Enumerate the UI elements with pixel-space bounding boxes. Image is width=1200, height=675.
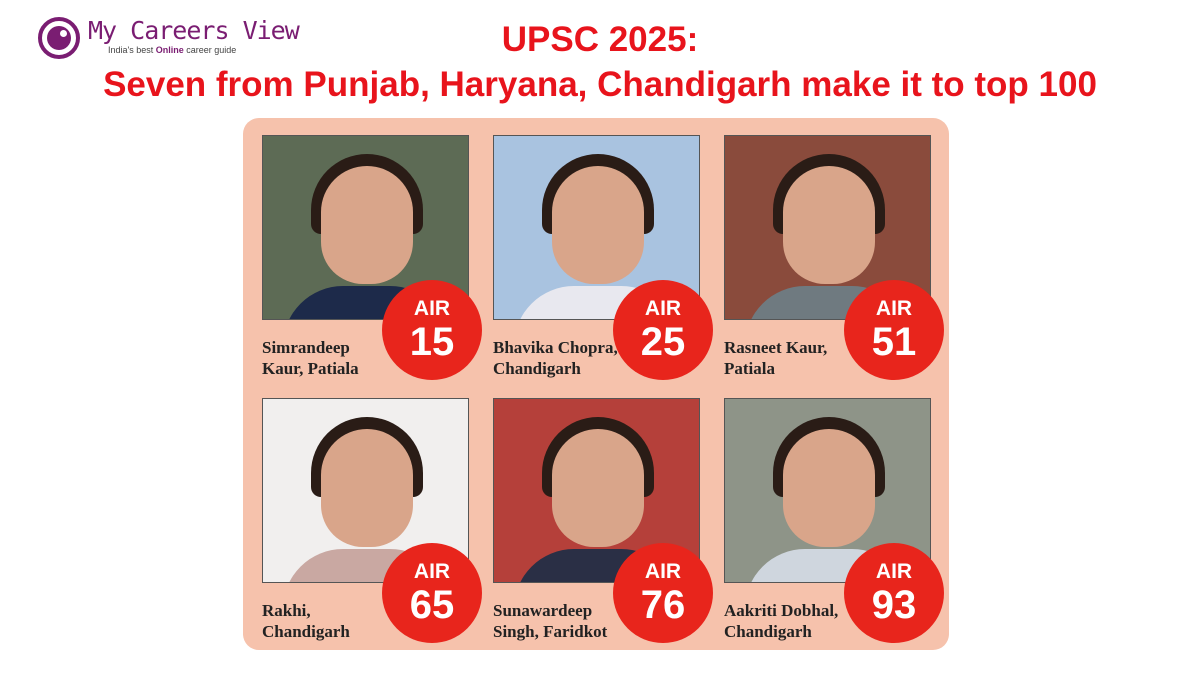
topper-name: Rasneet Kaur, Patiala xyxy=(724,338,828,378)
topper-card: Sunawardeep Singh, Faridkot AIR 76 xyxy=(493,398,713,643)
headline-line-2: Seven from Punjab, Haryana, Chandigarh m… xyxy=(103,65,1097,104)
topper-photo xyxy=(724,135,931,320)
logo-name: My Careers View xyxy=(88,16,300,45)
topper-name: Sunawardeep Singh, Faridkot xyxy=(493,601,608,641)
headline-line-1: UPSC 2025: xyxy=(501,20,699,59)
air-rank-badge: AIR 76 xyxy=(613,543,713,643)
topper-card: Aakriti Dobhal, Chandigarh AIR 93 xyxy=(724,398,944,643)
logo: My Careers View India's best Online care… xyxy=(38,16,300,59)
logo-tagline: India's best Online career guide xyxy=(108,45,237,55)
topper-card: Simrandeep Kaur, Patiala AIR 15 xyxy=(262,135,482,380)
air-rank-badge: AIR 93 xyxy=(844,543,944,643)
eye-logo-icon xyxy=(38,17,80,59)
topper-card: Bhavika Chopra, Chandigarh AIR 25 xyxy=(493,135,713,380)
topper-name: Simrandeep Kaur, Patiala xyxy=(262,338,359,378)
air-rank-badge: AIR 25 xyxy=(613,280,713,380)
topper-card: Rasneet Kaur, Patiala AIR 51 xyxy=(724,135,944,380)
topper-name: Rakhi, Chandigarh xyxy=(262,601,350,641)
air-rank-badge: AIR 15 xyxy=(382,280,482,380)
topper-card: Rakhi, Chandigarh AIR 65 xyxy=(262,398,482,643)
toppers-panel: Simrandeep Kaur, Patiala AIR 15 Bhavika Ch… xyxy=(243,118,949,650)
air-rank-badge: AIR 51 xyxy=(844,280,944,380)
air-rank-badge: AIR 65 xyxy=(382,543,482,643)
topper-name: Aakriti Dobhal, Chandigarh xyxy=(724,601,839,641)
topper-name: Bhavika Chopra, Chandigarh xyxy=(493,338,618,378)
